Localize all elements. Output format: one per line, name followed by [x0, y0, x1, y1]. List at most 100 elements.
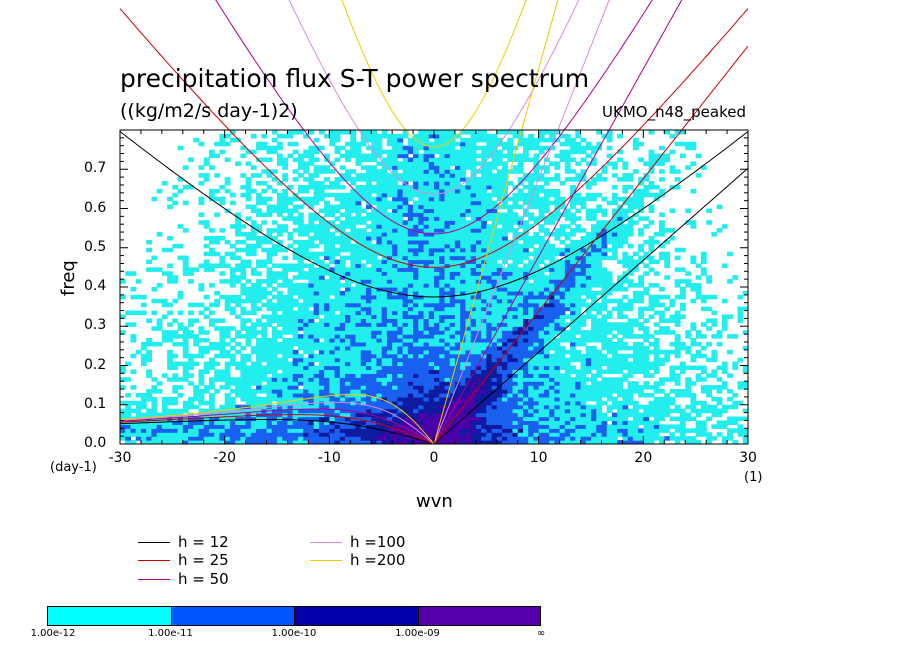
spectrum-cell — [381, 381, 388, 386]
spectrum-cell — [585, 412, 592, 418]
spectrum-cell — [444, 361, 451, 367]
spectrum-cell — [559, 353, 566, 359]
spectrum-cell — [229, 412, 236, 418]
spectrum-cell — [481, 338, 487, 343]
spectrum-cell — [737, 424, 744, 429]
spectrum-cell — [407, 243, 414, 249]
spectrum-cell — [428, 255, 435, 261]
spectrum-cell — [140, 392, 147, 398]
spectrum-cell — [308, 224, 315, 229]
spectrum-cell — [449, 239, 456, 245]
spectrum-cell — [601, 377, 608, 382]
spectrum-cell — [360, 408, 367, 414]
spectrum-cell — [638, 283, 644, 288]
spectrum-cell — [428, 396, 435, 402]
spectrum-cell — [695, 353, 702, 359]
spectrum-cell — [679, 412, 686, 418]
spectrum-cell — [423, 428, 430, 433]
spectrum-cell — [648, 385, 655, 390]
spectrum-cell — [617, 440, 623, 444]
spectrum-cell — [167, 349, 173, 355]
spectrum-cell — [266, 361, 273, 367]
spectrum-cell — [538, 287, 545, 292]
spectrum-cell — [303, 330, 309, 335]
spectrum-cell — [365, 396, 372, 402]
spectrum-cell — [601, 424, 608, 429]
spectrum-cell — [434, 318, 440, 323]
spectrum-cell — [345, 353, 351, 359]
spectrum-cell — [392, 408, 398, 414]
spectrum-cell — [502, 404, 508, 410]
spectrum-cell — [208, 408, 215, 414]
spectrum-cell — [564, 279, 571, 284]
spectrum-cell — [685, 220, 692, 225]
spectrum-cell — [334, 341, 341, 347]
spectrum-cell — [397, 385, 404, 390]
spectrum-cell — [596, 389, 603, 394]
spectrum-cell — [172, 330, 179, 335]
spectrum-cell — [287, 373, 294, 378]
spectrum-cell — [627, 412, 634, 418]
spectrum-cell — [502, 334, 508, 339]
spectrum-cell — [512, 377, 519, 382]
spectrum-cell — [507, 338, 514, 343]
spectrum-cell — [674, 408, 681, 414]
spectrum-cell — [512, 412, 519, 418]
spectrum-cell — [245, 287, 252, 292]
spectrum-cell — [522, 369, 529, 374]
spectrum-cell — [392, 396, 398, 402]
spectrum-cell — [580, 247, 587, 253]
spectrum-cell — [439, 243, 446, 249]
spectrum-cell — [172, 436, 179, 441]
spectrum-cell — [434, 428, 440, 433]
spectrum-cell — [486, 428, 493, 433]
spectrum-cell — [659, 287, 665, 292]
spectrum-cell — [423, 412, 430, 418]
spectrum-cell — [460, 353, 466, 359]
spectrum-cell — [224, 373, 231, 378]
spectrum-cell — [706, 389, 712, 394]
spectrum-cell — [381, 365, 388, 371]
spectrum-cell — [622, 404, 629, 410]
spectrum-cell — [266, 341, 273, 347]
spectrum-cell — [611, 287, 618, 292]
spectrum-cell — [303, 357, 309, 363]
spectrum-cell — [266, 259, 273, 265]
spectrum-cell — [365, 239, 372, 245]
spectrum-cell — [350, 255, 357, 261]
spectrum-cell — [229, 255, 236, 261]
spectrum-cell — [475, 392, 482, 398]
spectrum-cell — [360, 263, 367, 268]
spectrum-cell — [392, 412, 398, 418]
spectrum-cell — [538, 392, 545, 398]
spectrum-cell — [339, 259, 346, 265]
spectrum-cell — [324, 290, 330, 296]
spectrum-cell — [465, 420, 472, 425]
spectrum-cell — [653, 365, 660, 371]
spectrum-cell — [423, 224, 430, 229]
spectrum-cell — [439, 322, 446, 327]
spectrum-cell — [386, 404, 393, 410]
spectrum-cell — [208, 377, 215, 382]
spectrum-cell — [549, 432, 555, 437]
spectrum-cell — [245, 428, 252, 433]
spectrum-cell — [601, 243, 608, 249]
spectrum-cell — [413, 412, 419, 418]
spectrum-cell — [360, 326, 367, 331]
spectrum-cell — [549, 287, 555, 292]
spectrum-cell — [423, 361, 430, 367]
spectrum-cell — [371, 345, 378, 351]
spectrum-cell — [381, 392, 388, 398]
spectrum-cell — [517, 330, 524, 335]
spectrum-cell — [407, 404, 414, 410]
spectrum-cell — [240, 334, 247, 339]
spectrum-cell — [481, 306, 487, 312]
spectrum-cell — [318, 224, 325, 229]
spectrum-cell — [428, 247, 435, 253]
spectrum-cell — [413, 267, 419, 272]
spectrum-cell — [345, 373, 351, 378]
spectrum-cell — [334, 259, 341, 265]
spectrum-cell — [617, 392, 623, 398]
spectrum-cell — [350, 251, 357, 257]
spectrum-cell — [559, 306, 566, 312]
